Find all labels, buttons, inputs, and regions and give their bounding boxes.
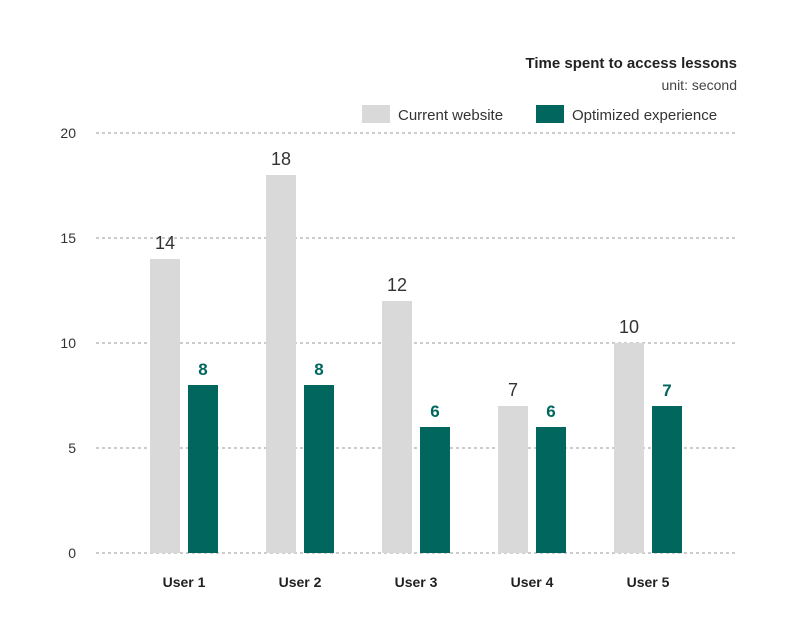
bar-current: [382, 301, 412, 553]
data-label-optimized: 6: [430, 402, 439, 421]
chart-title: Time spent to access lessons: [526, 55, 738, 72]
data-label-current: 12: [387, 275, 407, 295]
x-category-label: User 2: [279, 574, 322, 590]
y-tick-label: 15: [60, 230, 76, 246]
data-label-current: 14: [155, 233, 175, 253]
bar-optimized: [652, 406, 682, 553]
x-category-label: User 4: [511, 574, 554, 590]
y-tick-label: 5: [68, 440, 76, 456]
y-tick-label: 0: [68, 545, 76, 561]
bars: [150, 175, 682, 553]
data-label-optimized: 7: [662, 381, 671, 400]
legend-label-optimized: Optimized experience: [572, 107, 717, 124]
bar-current: [614, 343, 644, 553]
legend-swatch-optimized: [536, 105, 564, 123]
bar-current: [498, 406, 528, 553]
data-label-optimized: 8: [198, 360, 207, 379]
bar-optimized: [188, 385, 218, 553]
data-labels: 14 8 18 8 12 6 7 6 10 7: [155, 149, 672, 421]
bar-optimized: [420, 427, 450, 553]
x-axis-categories: User 1 User 2 User 3 User 4 User 5: [163, 574, 670, 590]
x-category-label: User 1: [163, 574, 206, 590]
data-label-optimized: 6: [546, 402, 555, 421]
bar-optimized: [536, 427, 566, 553]
legend-swatch-current: [362, 105, 390, 123]
y-tick-label: 20: [60, 125, 76, 141]
bar-current: [266, 175, 296, 553]
data-label-current: 18: [271, 149, 291, 169]
bar-current: [150, 259, 180, 553]
bar-optimized: [304, 385, 334, 553]
x-category-label: User 5: [627, 574, 670, 590]
x-category-label: User 3: [395, 574, 438, 590]
chart-subtitle: unit: second: [662, 77, 738, 93]
data-label-current: 10: [619, 317, 639, 337]
legend-label-current: Current website: [398, 107, 503, 124]
legend: Current website Optimized experience: [362, 105, 717, 124]
y-axis-ticks: 0 5 10 15 20: [60, 125, 76, 561]
data-label-optimized: 8: [314, 360, 323, 379]
y-tick-label: 10: [60, 335, 76, 351]
data-label-current: 7: [508, 380, 518, 400]
